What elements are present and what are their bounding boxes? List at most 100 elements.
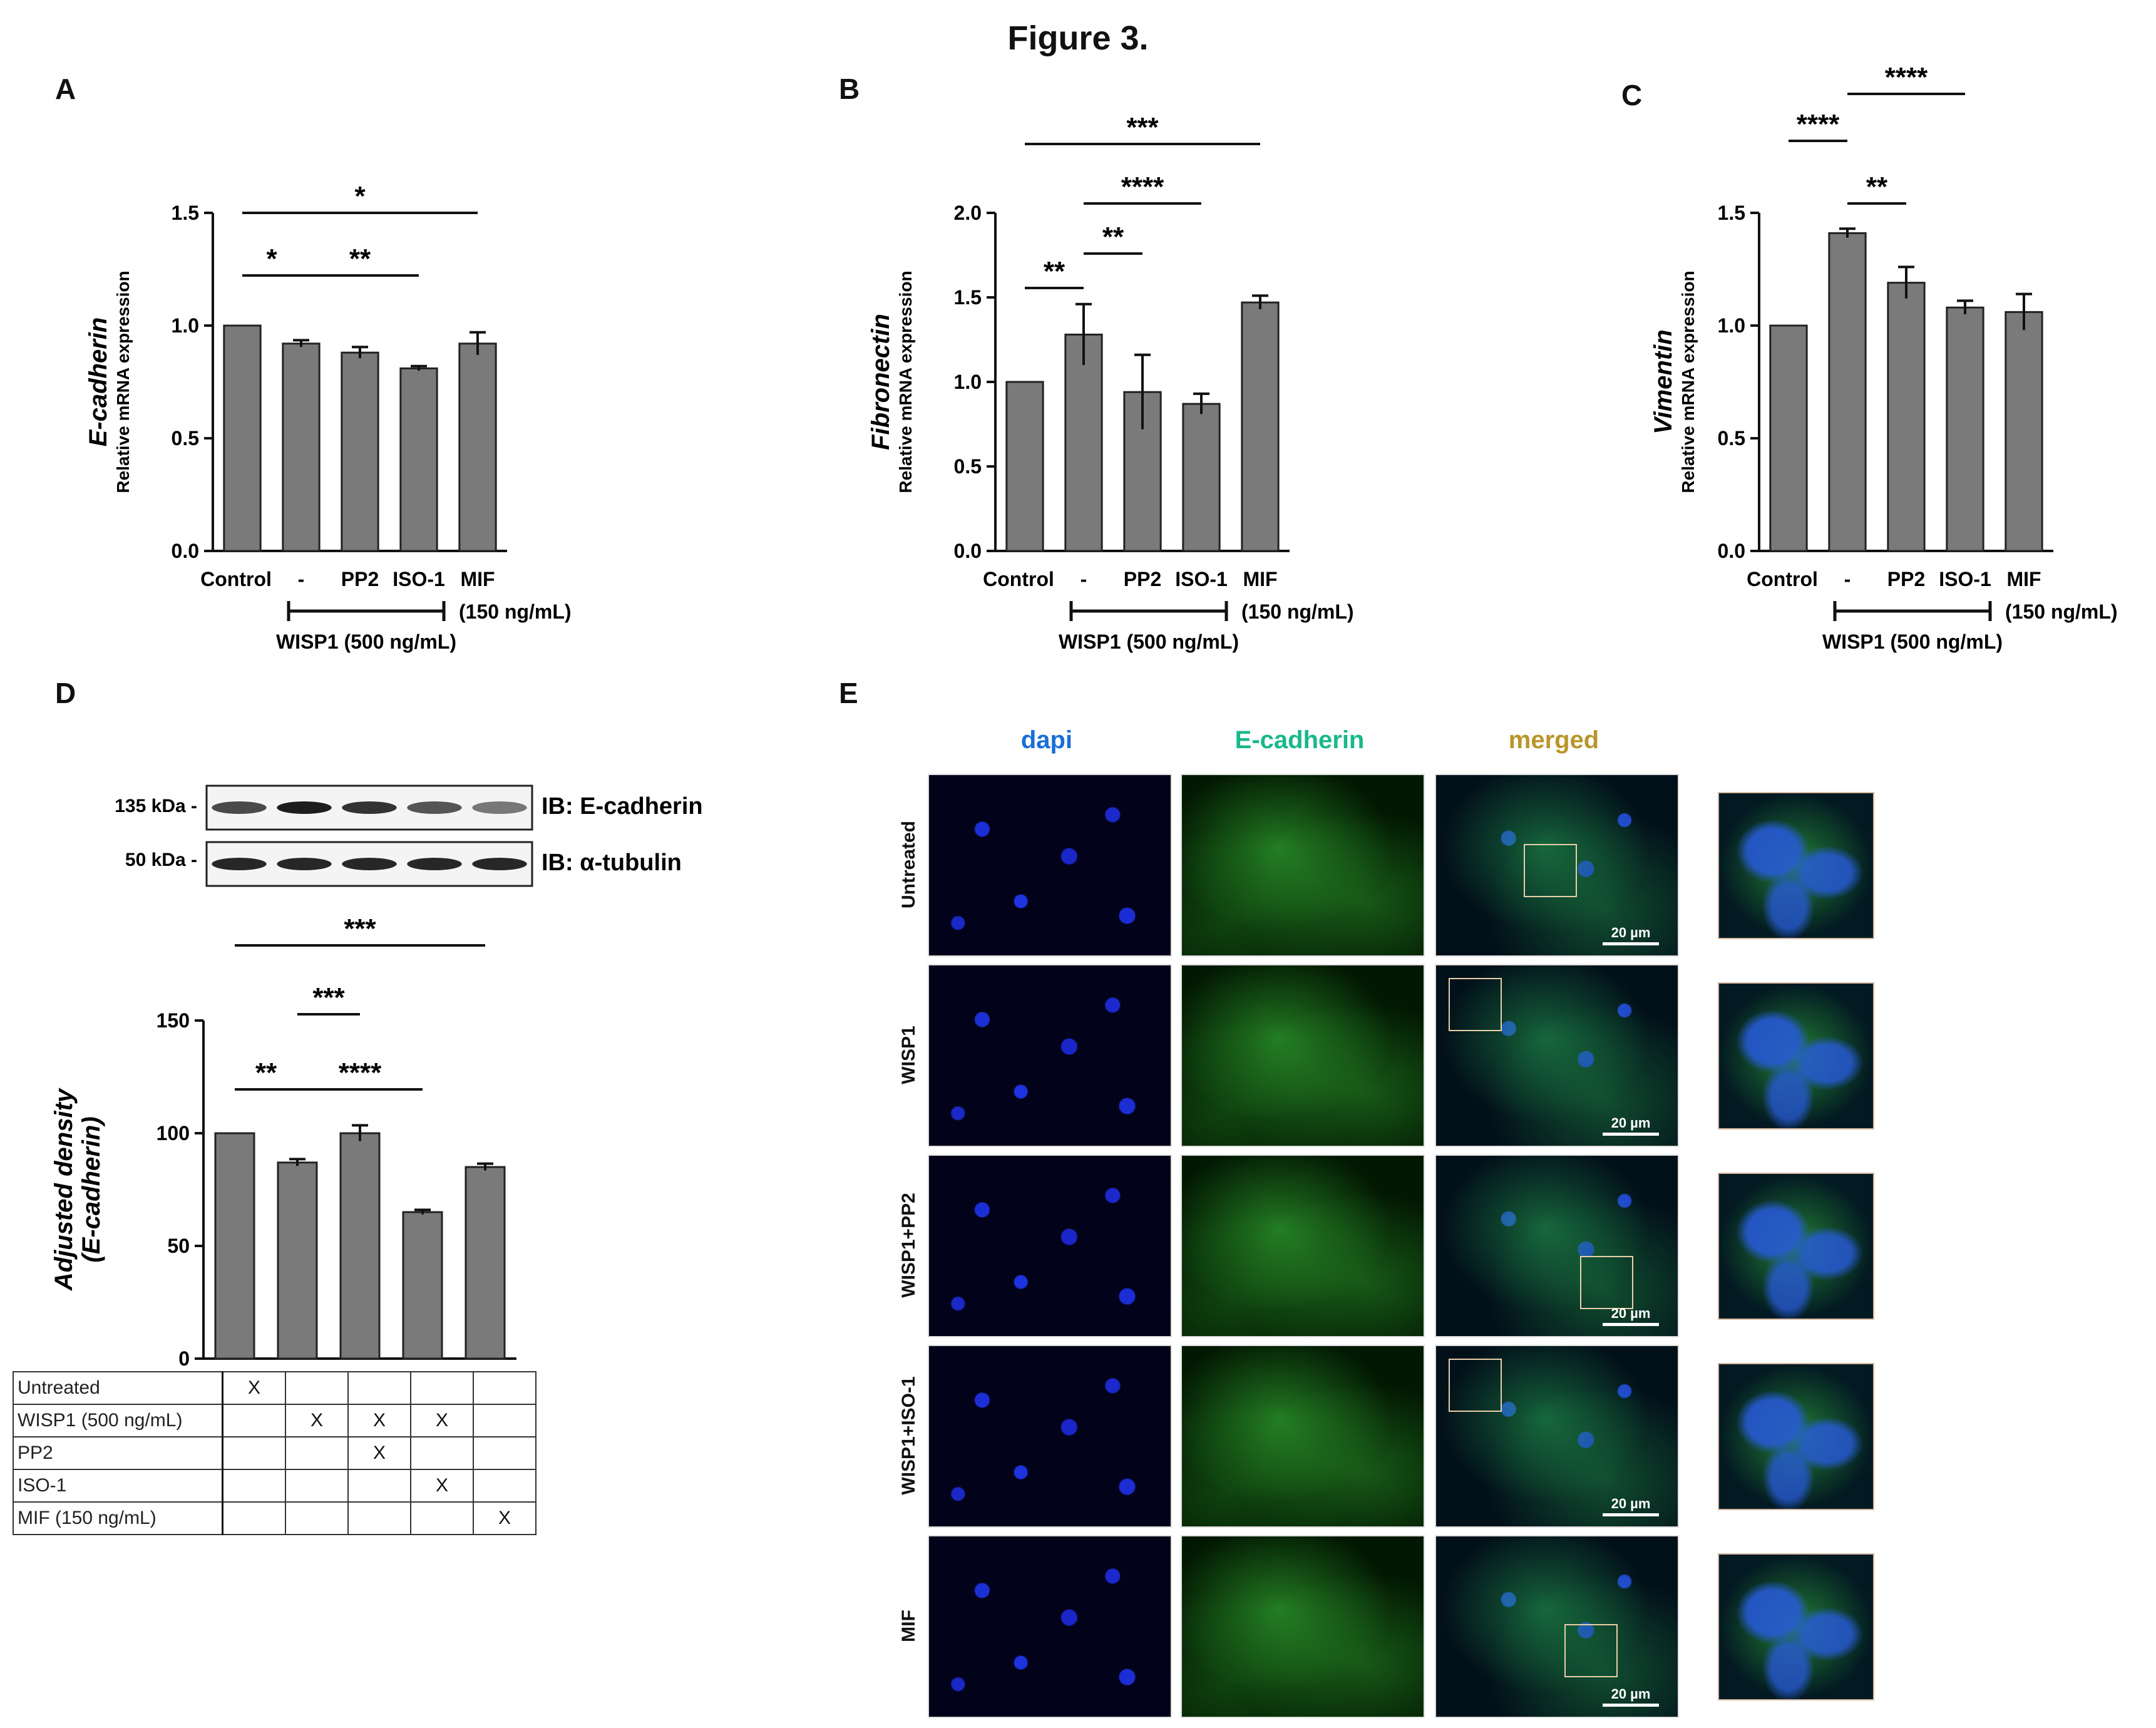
treatment-mark (222, 1501, 286, 1535)
scale-bar: 20 µm (1603, 925, 1659, 945)
treatment-mark (285, 1436, 349, 1470)
bar (1946, 306, 1984, 552)
gene-label: Fibronectin (867, 314, 895, 450)
x-tick-label: PP2 (341, 568, 379, 590)
x-tick-label: MIF (1243, 568, 1277, 590)
significance-label: ** (1044, 256, 1065, 287)
micrograph-ecad (1181, 1345, 1425, 1528)
column-label-e-cadherin: E-cadherin (1235, 726, 1365, 754)
tubulin-band (212, 858, 267, 870)
micrograph-ecad (1181, 774, 1425, 957)
y-axis-label: Relative mRNA expression (1678, 270, 1698, 493)
significance-label: ** (1866, 172, 1888, 202)
treatment-mark (285, 1371, 349, 1405)
chart-a: 0.0 0.5 1.0 1.5 E-cadherin Relative mRNA expr… (85, 181, 572, 653)
scale-bar-label: 20 µm (1611, 1115, 1651, 1131)
y-tick-label: 0.5 (172, 427, 199, 450)
treatment-row: WISP1 (500 ng/mL) X X X (13, 1404, 536, 1437)
zoomed-inset (1718, 1362, 1874, 1510)
panel-label-e: E (839, 677, 858, 709)
scale-bar-line (1603, 1513, 1659, 1516)
y-tick-label: 0.5 (1718, 427, 1745, 450)
zoom-region-box (1564, 1624, 1618, 1677)
y-tick-label: 0.0 (1718, 540, 1745, 562)
scale-bar-line (1603, 942, 1659, 945)
bar (399, 367, 438, 552)
x-tick-label: MIF (460, 568, 495, 590)
panel-label-c: C (1621, 79, 1643, 111)
zoom-region-box (1449, 978, 1502, 1031)
treatment-mark: X (410, 1469, 474, 1503)
micrograph-merged: 20 µm (1435, 1155, 1679, 1337)
treatment-row: ISO-1 X (13, 1469, 536, 1503)
x-tick-label: PP2 (1887, 568, 1925, 590)
treatment-mark (410, 1436, 474, 1470)
x-tick-label: PP2 (1124, 568, 1161, 590)
zoomed-inset (1718, 1553, 1874, 1700)
treatment-mark (473, 1469, 536, 1503)
zoomed-inset (1718, 791, 1874, 939)
micrograph-merged: 20 µm (1435, 964, 1679, 1147)
bar (1182, 403, 1221, 552)
treatment-mark (347, 1469, 411, 1503)
bar (465, 1166, 506, 1360)
column-label-merged: merged (1508, 726, 1599, 754)
bar (2005, 311, 2043, 552)
y-tick-label: 1.0 (172, 314, 199, 337)
significance-label: **** (339, 1057, 382, 1088)
wisp1-dose-label: WISP1 (500 ng/mL) (1059, 630, 1239, 653)
bar (223, 324, 262, 552)
tubulin-band (277, 858, 332, 870)
bar (1828, 232, 1867, 552)
treatment-mark: X (222, 1371, 286, 1405)
micrograph-dapi (928, 1345, 1172, 1528)
scale-bar-label: 20 µm (1611, 1305, 1651, 1321)
significance-label: * (266, 244, 277, 274)
y-tick-label: 1.5 (1718, 202, 1745, 224)
row-label: Untreated (898, 820, 919, 909)
scale-bar-label: 20 µm (1611, 1496, 1651, 1511)
significance-label: ** (1102, 222, 1124, 252)
treatment-mark (473, 1371, 536, 1405)
ecadherin-band (342, 801, 397, 814)
zoom-region-box (1524, 844, 1577, 897)
y-axis-label: Relative mRNA expression (896, 270, 915, 493)
x-tick-label: - (1844, 568, 1851, 590)
y-tick-label: 0.5 (954, 455, 982, 478)
x-tick-label: Control (200, 568, 272, 590)
y-tick-label: 100 (157, 1122, 190, 1144)
row-label: MIF (898, 1610, 919, 1642)
blot-kda-2: 50 kDa - (125, 850, 197, 870)
y-tick-label: 0.0 (954, 540, 982, 562)
wisp1-dose-label: WISP1 (500 ng/mL) (276, 630, 456, 653)
treatment-mark: X (410, 1404, 474, 1437)
bar (339, 1132, 381, 1360)
significance-label: ** (349, 244, 371, 274)
significance-label: **** (1885, 62, 1928, 93)
bar (458, 342, 497, 552)
y-tick-label: 1.5 (954, 286, 982, 309)
treatment-name: Untreated (13, 1371, 223, 1405)
chart-b: 0.0 0.5 1.0 1.5 2.0 Fibronectin Relative mRNA … (867, 112, 1354, 653)
significance-label: *** (344, 913, 376, 944)
micrograph-merged: 20 µm (1435, 1345, 1679, 1528)
scale-bar: 20 µm (1603, 1305, 1659, 1326)
micrograph-merged: 20 µm (1435, 774, 1679, 957)
tubulin-band (342, 858, 397, 870)
treatment-row: PP2 X (13, 1436, 536, 1470)
micrograph-dapi (928, 1155, 1172, 1337)
ecadherin-band (472, 801, 527, 814)
blot-ib-tubulin: IB: α-tubulin (542, 850, 682, 876)
ecadherin-band (212, 801, 267, 814)
y-axis-label: Relative mRNA expression (113, 270, 133, 493)
x-tick-label: - (1081, 568, 1087, 590)
row-label: WISP1 (898, 1026, 919, 1084)
row-label: WISP1+PP2 (898, 1193, 919, 1298)
y-tick-label: 0.0 (172, 540, 199, 562)
x-tick-label: ISO-1 (1939, 568, 1991, 590)
bar (341, 351, 379, 552)
y-tick-label: 150 (157, 1009, 190, 1032)
treatment-mark (347, 1371, 411, 1405)
y-tick-label: 1.5 (172, 202, 199, 224)
